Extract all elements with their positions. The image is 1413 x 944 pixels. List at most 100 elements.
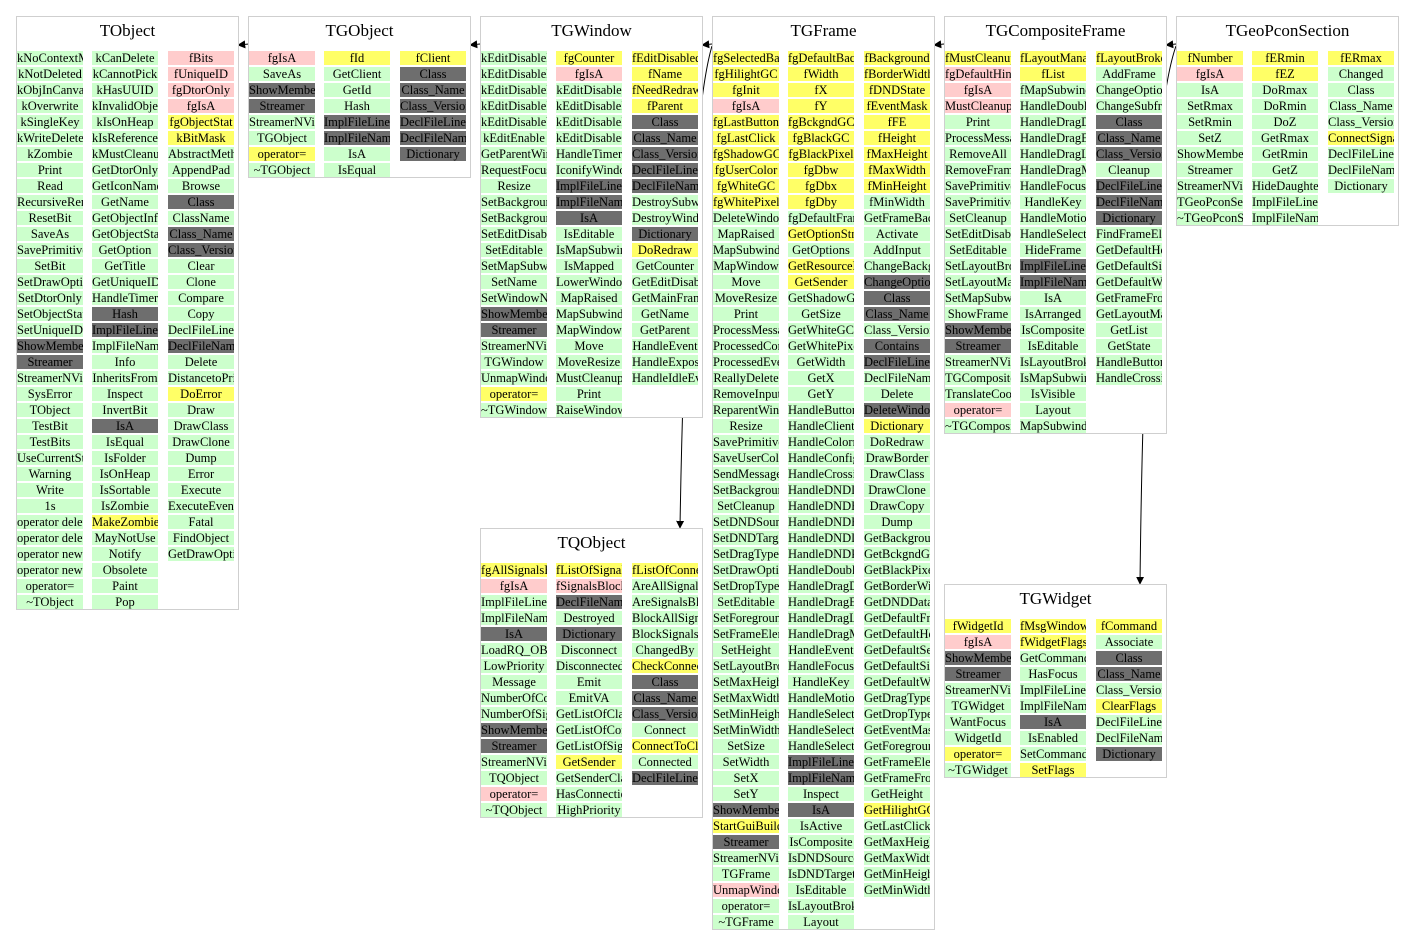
- member-cell: AddFrame: [1096, 67, 1162, 81]
- member-cell: HandleDragMotion: [1020, 163, 1086, 177]
- member-cell: operator delete[]: [17, 531, 83, 545]
- member-cell: ConnectSignals2Slots: [1328, 131, 1394, 145]
- class-title: TGeoPconSection: [1225, 21, 1350, 40]
- member-cell: Dictionary: [1328, 179, 1394, 193]
- member-cell: Class: [168, 195, 234, 209]
- member-cell: HandleDragDrop: [788, 579, 854, 593]
- member-cell: DeclFileLine: [632, 163, 698, 177]
- member-cell: LoadRQ_OBJECT: [481, 643, 547, 657]
- member-cell: kInvalidObject: [92, 99, 158, 113]
- member-cell: Draw: [168, 403, 234, 417]
- member-cell: Obsolete: [92, 563, 158, 577]
- member-cell: HandleFocusChange: [1020, 179, 1086, 193]
- member-cell: GetWidth: [788, 355, 854, 369]
- member-cell: Print: [945, 115, 1011, 129]
- member-cell: fBorderWidth: [864, 67, 930, 81]
- member-cell: ImplFileLine: [1020, 259, 1086, 273]
- member-cell: Destroyed: [556, 611, 622, 625]
- member-cell: Class_Version: [400, 99, 466, 113]
- member-cell: kEditDisableGrab: [556, 131, 622, 145]
- member-cell: fEZ: [1252, 67, 1318, 81]
- member-cell: HandleDragEnter: [788, 595, 854, 609]
- member-cell: IsLayoutBroken: [788, 899, 854, 913]
- member-cell: ProcessMessage: [713, 323, 779, 337]
- member-cell: Hash: [324, 99, 390, 113]
- member-cell: ResetBit: [17, 211, 83, 225]
- member-cell: SavePrimitiveSubframes: [945, 195, 1011, 209]
- member-cell: fParent: [632, 99, 698, 113]
- member-cell: kSingleKey: [17, 115, 83, 129]
- member-cell: WidgetId: [945, 731, 1011, 745]
- member-cell: UseCurrentStyle: [17, 451, 83, 465]
- member-cell: fMaxWidth: [864, 163, 930, 177]
- member-cell: SetEditable: [481, 243, 547, 257]
- member-cell: GetEditDisabled: [632, 275, 698, 289]
- member-cell: DeclFileLine: [1328, 147, 1394, 161]
- member-cell: Execute: [168, 483, 234, 497]
- member-cell: MapRaised: [556, 291, 622, 305]
- member-cell: GetFrameBackground: [864, 211, 930, 225]
- member-cell: ImplFileName: [92, 339, 158, 353]
- member-cell: SetDropType: [713, 579, 779, 593]
- member-cell: Connect: [632, 723, 698, 737]
- member-cell: Class_Name: [1096, 667, 1162, 681]
- member-cell: GetListOfSignals: [556, 739, 622, 753]
- member-cell: fFE: [864, 115, 930, 129]
- member-cell: AbstractMethod: [168, 147, 234, 161]
- member-cell: Class_Name: [864, 307, 930, 321]
- member-cell: fList: [1020, 67, 1086, 81]
- member-cell: GetIconName: [92, 179, 158, 193]
- member-cell: GetDNDData: [864, 595, 930, 609]
- member-cell: MoveResize: [713, 291, 779, 305]
- member-cell: Inspect: [788, 787, 854, 801]
- member-cell: HandleTimer: [92, 291, 158, 305]
- member-cell: ImplFileLine: [92, 323, 158, 337]
- member-cell: fgAllSignalsBlocked: [481, 563, 547, 577]
- member-cell: kIsOnHeap: [92, 115, 158, 129]
- member-cell: Print: [713, 307, 779, 321]
- member-cell: GetDefaultWidth: [864, 675, 930, 689]
- member-cell: MustCleanup: [945, 99, 1011, 113]
- member-cell: ImplFileName: [788, 771, 854, 785]
- member-cell: Inspect: [92, 387, 158, 401]
- member-cell: HandleDoubleClick: [1020, 99, 1086, 113]
- member-cell: Disconnect: [556, 643, 622, 657]
- member-cell: GetListOfClassSignals: [556, 707, 622, 721]
- member-cell: IsOnHeap: [92, 467, 158, 481]
- member-cell: StreamerNVirtual: [17, 371, 83, 385]
- member-cell: SysError: [17, 387, 83, 401]
- arrow-tgwindow-to-tgobject: [469, 40, 481, 49]
- member-cell: HandleConfigureNotify: [788, 451, 854, 465]
- member-cell: HandleCrossing: [788, 467, 854, 481]
- member-cell: SetBackgroundColor: [481, 195, 547, 209]
- member-cell: Class_Version: [864, 323, 930, 337]
- member-cell: fUniqueID: [168, 67, 234, 81]
- member-cell: kEditDisableResize: [481, 99, 547, 113]
- member-cell: SetX: [713, 771, 779, 785]
- member-cell: GetCounter: [632, 259, 698, 273]
- class-title: TObject: [99, 21, 156, 40]
- member-cell: Dictionary: [1096, 211, 1162, 225]
- member-cell: operator delete: [17, 515, 83, 529]
- member-cell: kOverwrite: [17, 99, 83, 113]
- arrow-tgframe-to-tgwindow: [701, 40, 713, 49]
- member-cell: fId: [324, 51, 390, 65]
- member-cell: IsA: [324, 147, 390, 161]
- member-cell: ShowMembers: [481, 723, 547, 737]
- member-cell: GetMinWidth: [864, 883, 930, 897]
- member-cell: Streamer: [481, 323, 547, 337]
- member-cell: Paint: [92, 579, 158, 593]
- member-cell: HideFrame: [1020, 243, 1086, 257]
- member-cell: StreamerNVirtual: [481, 755, 547, 769]
- member-cell: GetEventMask: [864, 723, 930, 737]
- member-cell: kMustCleanup: [92, 147, 158, 161]
- member-cell: GetClient: [324, 67, 390, 81]
- member-cell: MoveResize: [556, 355, 622, 369]
- arrow-tgeopconsection-to-tgcompositeframe: [1165, 40, 1177, 49]
- member-cell: ShowMembers: [945, 651, 1011, 665]
- member-cell: GetLastClick: [864, 819, 930, 833]
- member-cell: HandleDNDLeave: [788, 531, 854, 545]
- member-cell: DeclFileLine: [1096, 715, 1162, 729]
- member-cell: Class_Version: [632, 147, 698, 161]
- member-cell: fgIsA: [713, 99, 779, 113]
